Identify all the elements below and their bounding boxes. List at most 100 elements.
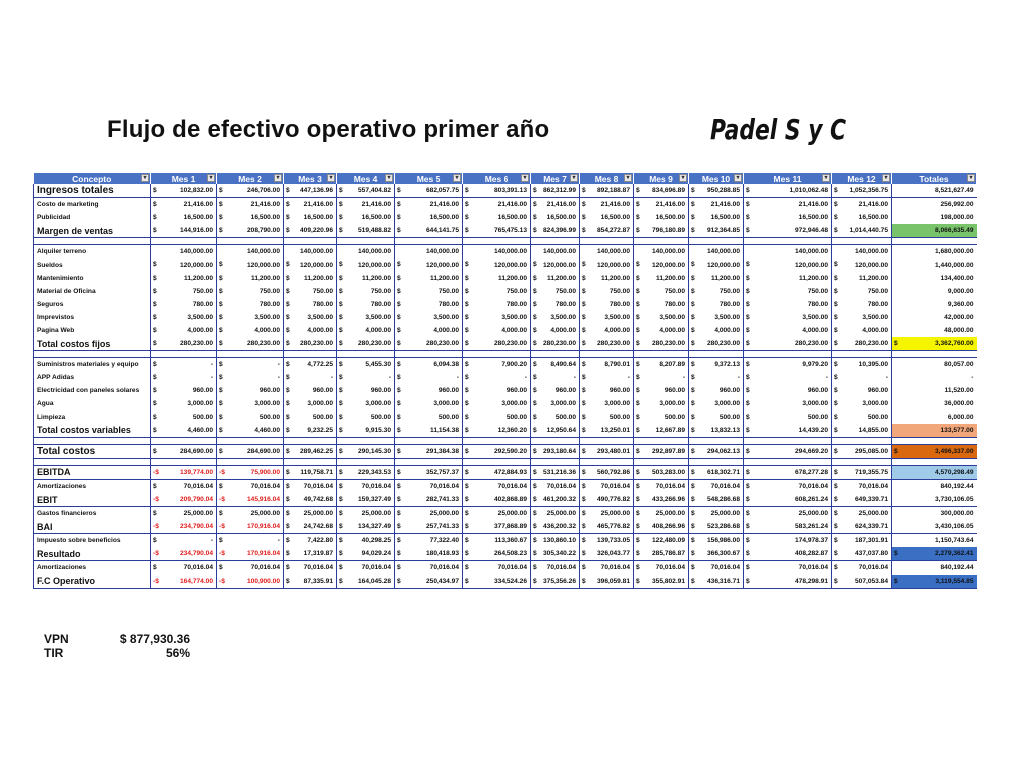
- value-cell[interactable]: $120,000.00: [579, 258, 634, 272]
- value-cell[interactable]: -$ 75,900.00: [216, 464, 284, 480]
- row-label[interactable]: Total costos: [33, 443, 151, 459]
- value-cell[interactable]: $70,016.04: [688, 479, 744, 493]
- value-cell[interactable]: $500.00: [743, 410, 832, 424]
- value-cell[interactable]: $503,283.00: [633, 464, 689, 480]
- value-cell[interactable]: $70,016.04: [150, 560, 217, 575]
- value-cell[interactable]: $765,475.13: [462, 224, 531, 239]
- value-cell[interactable]: 140,000.00: [150, 244, 217, 259]
- value-cell[interactable]: $3,500.00: [831, 310, 892, 324]
- value-cell[interactable]: $25,000.00: [283, 506, 337, 521]
- value-cell[interactable]: $ -: [462, 371, 531, 385]
- value-cell[interactable]: $854,272.87: [579, 224, 634, 239]
- value-cell[interactable]: $433,266.96: [633, 492, 689, 508]
- value-cell[interactable]: $3,000.00: [336, 397, 395, 411]
- value-cell[interactable]: $21,416.00: [633, 197, 689, 212]
- value-cell[interactable]: $3,000.00: [216, 397, 284, 411]
- value-cell[interactable]: $246,706.00: [216, 184, 284, 199]
- value-cell[interactable]: $644,141.75: [394, 224, 463, 239]
- value-cell[interactable]: $280,230.00: [688, 337, 744, 352]
- value-cell[interactable]: $ -: [216, 533, 284, 548]
- value-cell[interactable]: $ -: [743, 371, 832, 385]
- total-cell[interactable]: 4,570,298.49: [891, 464, 977, 480]
- value-cell[interactable]: $25,000.00: [394, 506, 463, 521]
- filter-dropdown-icon[interactable]: ▾: [274, 174, 282, 182]
- value-cell[interactable]: $4,460.00: [216, 423, 284, 438]
- value-cell[interactable]: $375,356.26: [530, 574, 580, 589]
- value-cell[interactable]: $750.00: [150, 284, 217, 298]
- value-cell[interactable]: 140,000.00: [283, 244, 337, 259]
- value-cell[interactable]: $780.00: [579, 297, 634, 311]
- value-cell[interactable]: $4,000.00: [283, 323, 337, 338]
- total-cell[interactable]: $2,279,362.41: [891, 547, 977, 562]
- value-cell[interactable]: $402,868.89: [462, 492, 531, 508]
- row-label[interactable]: Electricidad con paneles solares: [33, 384, 151, 398]
- column-header[interactable]: Mes 10 ▾: [688, 173, 744, 184]
- value-cell[interactable]: $583,261.24: [743, 520, 832, 535]
- value-cell[interactable]: $3,500.00: [462, 310, 531, 324]
- row-label[interactable]: EBITDA: [33, 464, 151, 480]
- value-cell[interactable]: $16,500.00: [743, 211, 832, 225]
- value-cell[interactable]: $16,500.00: [336, 211, 395, 225]
- total-cell[interactable]: 1,150,743.64: [891, 533, 977, 548]
- value-cell[interactable]: $282,741.33: [394, 492, 463, 508]
- value-cell[interactable]: $11,200.00: [336, 271, 395, 285]
- value-cell[interactable]: $3,500.00: [336, 310, 395, 324]
- value-cell[interactable]: $120,000.00: [150, 258, 217, 272]
- filter-dropdown-icon[interactable]: ▾: [570, 174, 578, 182]
- value-cell[interactable]: $507,053.84: [831, 574, 892, 589]
- row-label[interactable]: Impuesto sobre beneficios: [33, 533, 151, 548]
- value-cell[interactable]: $257,741.33: [394, 520, 463, 535]
- column-header[interactable]: Mes 4 ▾: [336, 173, 395, 184]
- value-cell[interactable]: $9,372.13: [688, 357, 744, 372]
- value-cell[interactable]: $4,000.00: [216, 323, 284, 338]
- value-cell[interactable]: $780.00: [743, 297, 832, 311]
- value-cell[interactable]: $292,897.89: [633, 443, 689, 459]
- value-cell[interactable]: 140,000.00: [216, 244, 284, 259]
- value-cell[interactable]: $6,094.38: [394, 357, 463, 372]
- value-cell[interactable]: $3,000.00: [462, 397, 531, 411]
- value-cell[interactable]: $280,230.00: [831, 337, 892, 352]
- value-cell[interactable]: $70,016.04: [283, 479, 337, 493]
- row-label[interactable]: Material de Oficina: [33, 284, 151, 298]
- value-cell[interactable]: $87,335.91: [283, 574, 337, 589]
- value-cell[interactable]: -$ 170,916.04: [216, 547, 284, 562]
- value-cell[interactable]: $70,016.04: [462, 479, 531, 493]
- value-cell[interactable]: $294,669.20: [743, 443, 832, 459]
- value-cell[interactable]: $780.00: [150, 297, 217, 311]
- value-cell[interactable]: $500.00: [150, 410, 217, 424]
- value-cell[interactable]: $70,016.04: [743, 560, 832, 575]
- value-cell[interactable]: $3,500.00: [743, 310, 832, 324]
- value-cell[interactable]: $16,500.00: [462, 211, 531, 225]
- row-label[interactable]: Ingresos totales: [33, 184, 151, 199]
- total-cell[interactable]: 36,000.00: [891, 397, 977, 411]
- row-label[interactable]: EBIT: [33, 492, 151, 508]
- row-label[interactable]: Pagina Web: [33, 323, 151, 338]
- value-cell[interactable]: $16,500.00: [688, 211, 744, 225]
- total-cell[interactable]: 198,000.00: [891, 211, 977, 225]
- value-cell[interactable]: $3,500.00: [150, 310, 217, 324]
- value-cell[interactable]: $144,916.00: [150, 224, 217, 239]
- value-cell[interactable]: $208,790.00: [216, 224, 284, 239]
- value-cell[interactable]: 140,000.00: [394, 244, 463, 259]
- value-cell[interactable]: $780.00: [688, 297, 744, 311]
- total-cell[interactable]: 42,000.00: [891, 310, 977, 324]
- value-cell[interactable]: $229,343.53: [336, 464, 395, 480]
- value-cell[interactable]: $289,462.25: [283, 443, 337, 459]
- value-cell[interactable]: $21,416.00: [336, 197, 395, 212]
- value-cell[interactable]: $912,364.85: [688, 224, 744, 239]
- value-cell[interactable]: $16,500.00: [283, 211, 337, 225]
- value-cell[interactable]: $334,524.26: [462, 574, 531, 589]
- value-cell[interactable]: $70,016.04: [394, 560, 463, 575]
- value-cell[interactable]: $280,230.00: [216, 337, 284, 352]
- value-cell[interactable]: $500.00: [462, 410, 531, 424]
- filter-dropdown-icon[interactable]: ▾: [385, 174, 393, 182]
- value-cell[interactable]: $4,000.00: [831, 323, 892, 338]
- value-cell[interactable]: $960.00: [216, 384, 284, 398]
- value-cell[interactable]: $280,230.00: [579, 337, 634, 352]
- total-cell[interactable]: 11,520.00: [891, 384, 977, 398]
- value-cell[interactable]: $7,422.80: [283, 533, 337, 548]
- value-cell[interactable]: $180,418.93: [394, 547, 463, 562]
- value-cell[interactable]: $3,500.00: [394, 310, 463, 324]
- value-cell[interactable]: $3,000.00: [633, 397, 689, 411]
- value-cell[interactable]: $960.00: [530, 384, 580, 398]
